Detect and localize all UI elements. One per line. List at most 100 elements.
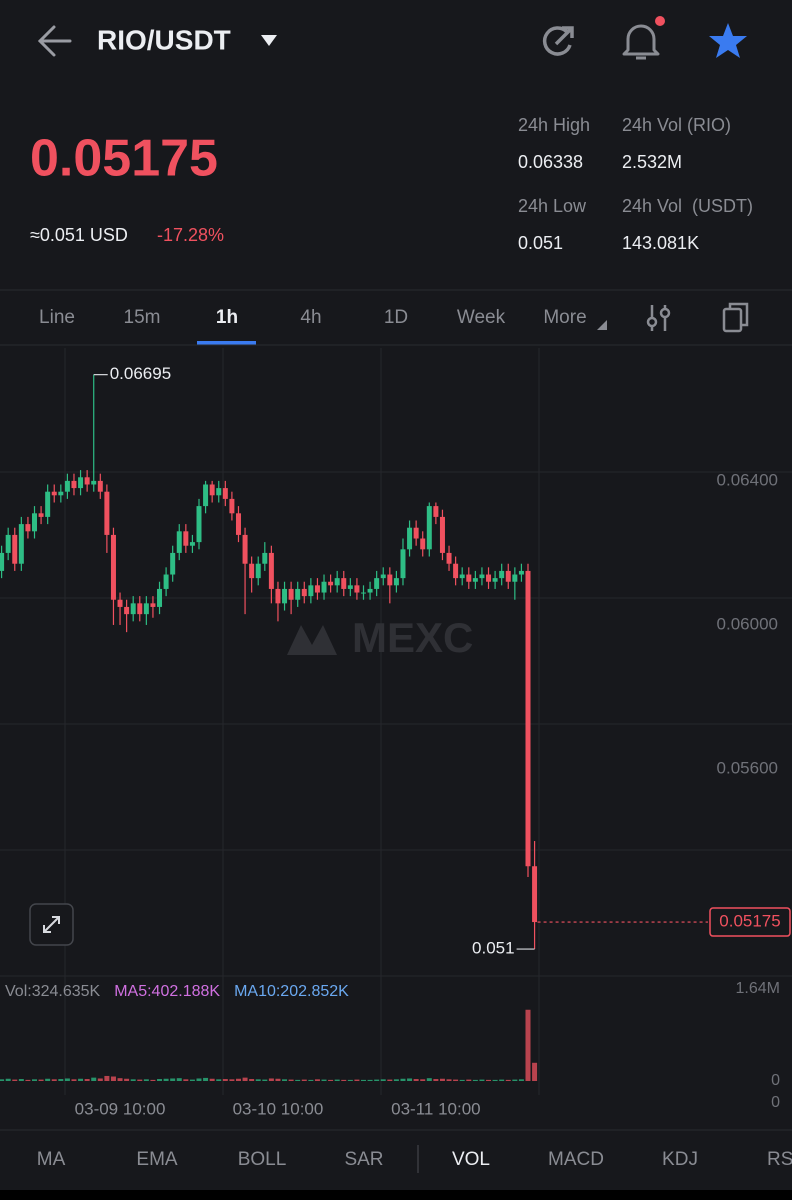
volume-bar bbox=[222, 1079, 228, 1081]
candle-body bbox=[400, 549, 406, 579]
interval-tab[interactable]: 1D bbox=[384, 307, 408, 328]
high-label: 0.06695 bbox=[110, 364, 171, 383]
volume-bar bbox=[282, 1079, 288, 1081]
candle-body bbox=[486, 574, 492, 582]
stat-label: 24h Vol (USDT) bbox=[622, 196, 753, 216]
expand-button[interactable] bbox=[29, 903, 74, 946]
candle-body bbox=[275, 588, 281, 604]
candle-body bbox=[407, 527, 413, 550]
volume-bar bbox=[143, 1079, 149, 1081]
indicator-tab-active[interactable]: VOL bbox=[452, 1149, 490, 1170]
volume-bar bbox=[314, 1079, 320, 1081]
stat-label: 24h Low bbox=[518, 196, 587, 216]
volume-bar bbox=[176, 1078, 182, 1081]
volume-bar bbox=[150, 1079, 156, 1081]
interval-tab[interactable]: 4h bbox=[300, 307, 321, 328]
alert-button[interactable] bbox=[622, 16, 665, 60]
interval-tab[interactable]: Line bbox=[39, 307, 75, 328]
volume-bar bbox=[183, 1079, 189, 1081]
candle-body bbox=[137, 603, 143, 615]
volume-bar bbox=[58, 1079, 64, 1081]
candle-body bbox=[387, 574, 393, 586]
candle-body bbox=[282, 588, 288, 604]
volume-tick-label: 0 bbox=[771, 1072, 780, 1089]
indicator-tab[interactable]: RS bbox=[767, 1149, 792, 1170]
volume-bar bbox=[124, 1078, 130, 1081]
interval-tab[interactable]: Week bbox=[457, 307, 506, 328]
settings-button[interactable] bbox=[646, 305, 671, 331]
indicator-tab[interactable]: MA bbox=[37, 1149, 66, 1170]
volume-bar bbox=[91, 1077, 97, 1081]
volume-bar bbox=[235, 1078, 241, 1081]
volume-bar bbox=[130, 1079, 136, 1081]
candle-body bbox=[130, 603, 136, 615]
volume-bar bbox=[275, 1078, 281, 1081]
volume-bar bbox=[189, 1079, 195, 1081]
share-button[interactable] bbox=[542, 26, 574, 56]
volume-bar bbox=[466, 1079, 472, 1081]
symbol-dropdown[interactable] bbox=[261, 35, 277, 46]
x-tick-label: 03-09 10:00 bbox=[75, 1099, 166, 1118]
candle-body bbox=[518, 570, 524, 575]
candle-body bbox=[466, 574, 472, 582]
candle-body bbox=[170, 552, 176, 575]
candle-body bbox=[58, 491, 64, 496]
candle-body bbox=[367, 588, 373, 593]
volume-bar bbox=[295, 1079, 301, 1081]
candle-body bbox=[512, 574, 518, 582]
candle-body bbox=[341, 578, 347, 589]
indicator-tab[interactable]: KDJ bbox=[662, 1149, 698, 1170]
indicator-tab[interactable]: SAR bbox=[344, 1149, 383, 1170]
volume-tick-label: 1.64M bbox=[736, 980, 780, 997]
volume-bar bbox=[486, 1079, 492, 1081]
volume-bar bbox=[400, 1078, 406, 1081]
favorite-button[interactable] bbox=[709, 23, 747, 58]
volume-bar bbox=[341, 1079, 347, 1081]
volume-bar bbox=[163, 1078, 169, 1081]
interval-tab[interactable]: 15m bbox=[124, 307, 161, 328]
volume-bar bbox=[51, 1079, 57, 1081]
candle-body bbox=[295, 588, 301, 600]
layout-button[interactable] bbox=[722, 302, 749, 333]
candle-body bbox=[183, 531, 189, 546]
interval-tab[interactable]: More bbox=[543, 307, 586, 328]
candle-body bbox=[71, 480, 77, 489]
interval-tab-active[interactable]: 1h bbox=[216, 307, 238, 328]
candle-body bbox=[354, 585, 360, 593]
volume-bar bbox=[347, 1079, 353, 1081]
candle-body bbox=[38, 513, 44, 517]
candle-body bbox=[525, 570, 531, 867]
volume-bar bbox=[32, 1079, 37, 1081]
volume-bar bbox=[18, 1079, 24, 1081]
symbol[interactable]: RIO/USDT bbox=[97, 24, 231, 55]
indicator-tab[interactable]: MACD bbox=[548, 1149, 604, 1170]
candle-body bbox=[479, 574, 485, 579]
indicator-bar bbox=[0, 1130, 792, 1190]
volume-bar bbox=[117, 1078, 123, 1081]
volume-bar bbox=[0, 1079, 5, 1081]
candle-body bbox=[5, 534, 11, 553]
volume-bar bbox=[532, 1062, 538, 1081]
candle-body bbox=[196, 506, 202, 543]
candle-body bbox=[117, 599, 123, 607]
indicator-tab[interactable]: EMA bbox=[136, 1149, 178, 1170]
candle-body bbox=[84, 477, 90, 485]
volume-bar bbox=[459, 1079, 465, 1081]
indicator-tab[interactable]: BOLL bbox=[238, 1149, 287, 1170]
volume-bar bbox=[262, 1079, 268, 1081]
volume-bar bbox=[413, 1079, 419, 1081]
candle-body bbox=[91, 480, 97, 485]
volume-bar bbox=[38, 1079, 44, 1081]
volume-bar bbox=[354, 1079, 360, 1081]
volume-bar bbox=[64, 1078, 70, 1081]
volume-bar bbox=[499, 1079, 505, 1081]
back-button[interactable] bbox=[37, 25, 72, 57]
candle-body bbox=[97, 480, 103, 492]
volume-bar bbox=[321, 1079, 327, 1081]
candle-body bbox=[453, 563, 459, 579]
volume-bar bbox=[492, 1079, 498, 1081]
candle-body bbox=[334, 578, 340, 586]
